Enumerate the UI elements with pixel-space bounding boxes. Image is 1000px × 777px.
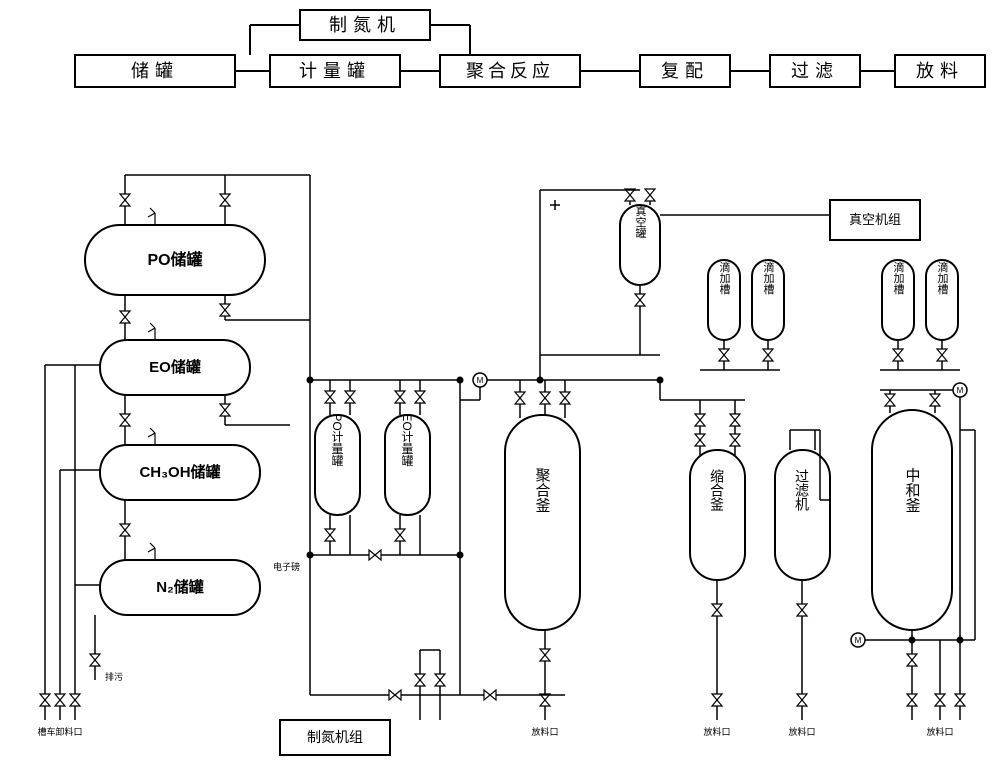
valve-icon — [935, 694, 945, 706]
eo-meter-label: EO计量罐 — [400, 413, 414, 467]
valve-icon — [635, 294, 645, 306]
valve-icon — [325, 391, 335, 403]
outlet-label-3: 放料口 — [788, 726, 815, 737]
valve-icon — [625, 189, 635, 201]
vent-icon — [148, 428, 155, 445]
motor-icon — [953, 383, 967, 397]
flow-storage-label: 储罐 — [131, 61, 179, 81]
valve-icon — [120, 194, 130, 206]
valve-icon — [120, 311, 130, 323]
valve-icon — [719, 349, 729, 361]
outlet-label-2: 放料口 — [703, 726, 730, 737]
valve-icon — [712, 694, 722, 706]
drip1-label: 滴加槽 — [718, 260, 731, 295]
valve-icon — [645, 189, 655, 201]
flow-poly-label: 聚合反应 — [466, 61, 554, 81]
valve-icon — [90, 654, 100, 666]
valve-icon — [220, 194, 230, 206]
valve-icon — [797, 694, 807, 706]
flowchart: 制氮机 储罐 计量罐 聚合反应 复配 过滤 放料 — [75, 10, 985, 87]
valve-icon — [540, 649, 550, 661]
valve-icon — [40, 694, 50, 706]
valve-icon — [730, 434, 740, 446]
neutral-vessel-label: 中和釜 — [904, 468, 921, 513]
flow-discharge-label: 放料 — [916, 61, 964, 81]
po-tank-label: PO储罐 — [147, 250, 202, 269]
eo-tank-label: EO储罐 — [149, 358, 201, 376]
poly-reactor — [505, 415, 580, 630]
valve-icon — [484, 690, 496, 700]
valve-icon — [395, 529, 405, 541]
flow-n2gen-label: 制氮机 — [329, 15, 401, 35]
flow-filter-label: 过滤 — [791, 61, 839, 81]
junction-icon — [657, 377, 664, 384]
drip3-label: 滴加槽 — [892, 260, 905, 295]
valve-icon — [415, 674, 425, 686]
junction-icon — [307, 377, 314, 384]
vent-icon — [148, 208, 155, 225]
po-meter-label: PO计量罐 — [330, 413, 344, 467]
valve-icon — [893, 349, 903, 361]
valve-icon — [435, 674, 445, 686]
valve-icon — [937, 349, 947, 361]
valve-icon — [395, 391, 405, 403]
downstream-vessels: 缩合釜 过滤机 中和釜 放料口 — [657, 377, 976, 738]
truck-outlet-label: 槽车卸料口 — [37, 726, 82, 737]
valve-icon — [70, 694, 80, 706]
valve-icon — [220, 404, 230, 416]
neutral-vessel — [872, 410, 952, 630]
drip-tanks: 滴加槽 滴加槽 滴加槽 滴加槽 — [700, 260, 960, 370]
flow-metering-label: 计量罐 — [299, 61, 371, 81]
vacuum-tank-label: 真空罐 — [634, 204, 647, 239]
junction-icon — [307, 552, 314, 559]
valve-icon — [120, 524, 130, 536]
storage-tanks: PO储罐 EO储罐 CH₃OH储罐 N₂储罐 — [85, 225, 265, 615]
motor-icon — [473, 373, 487, 387]
valve-icon — [885, 394, 895, 406]
valve-icon — [120, 414, 130, 426]
motor-icon — [851, 633, 865, 647]
vacuum-unit-label: 真空机组 — [849, 212, 901, 227]
valve-icon — [907, 654, 917, 666]
valve-icon — [695, 434, 705, 446]
valve-icon — [55, 694, 65, 706]
valve-icon — [220, 304, 230, 316]
valve-icon — [325, 529, 335, 541]
valve-icon — [540, 694, 550, 706]
metering-tanks: PO计量罐 EO计量罐 电子磅 — [273, 175, 464, 695]
ch3oh-tank-label: CH₃OH储罐 — [139, 463, 220, 481]
n2-unit-label: 制氮机组 — [307, 729, 363, 745]
poly-reactor-label: 聚合釜 — [534, 468, 551, 513]
outlet-label-1: 放料口 — [531, 726, 558, 737]
valve-icon — [797, 604, 807, 616]
valve-icon — [955, 694, 965, 706]
outlet-label-4: 放料口 — [926, 726, 953, 737]
drain-label: 排污 — [105, 671, 123, 682]
valve-icon — [930, 394, 940, 406]
vent-icon — [148, 543, 155, 560]
vent-icon — [148, 323, 155, 340]
junction-icon — [909, 637, 916, 644]
filter-machine-label: 过滤机 — [794, 469, 810, 512]
valve-icon — [907, 694, 917, 706]
n2-tank-label: N₂储罐 — [156, 578, 204, 596]
valve-icon — [345, 391, 355, 403]
valve-icon — [763, 349, 773, 361]
valve-icon — [730, 414, 740, 426]
compound-vessel-label: 缩合釜 — [709, 469, 725, 511]
scale-label: 电子磅 — [273, 561, 300, 572]
valve-icon — [695, 414, 705, 426]
valve-icon — [415, 391, 425, 403]
valve-icon — [389, 690, 401, 700]
valve-icon — [369, 550, 381, 560]
valve-icon — [560, 392, 570, 404]
valve-icon — [712, 604, 722, 616]
valve-icon — [515, 392, 525, 404]
drip4-label: 滴加槽 — [936, 260, 949, 295]
flow-compound-label: 复配 — [661, 61, 709, 81]
valve-icon — [540, 392, 550, 404]
drip2-label: 滴加槽 — [762, 260, 775, 295]
